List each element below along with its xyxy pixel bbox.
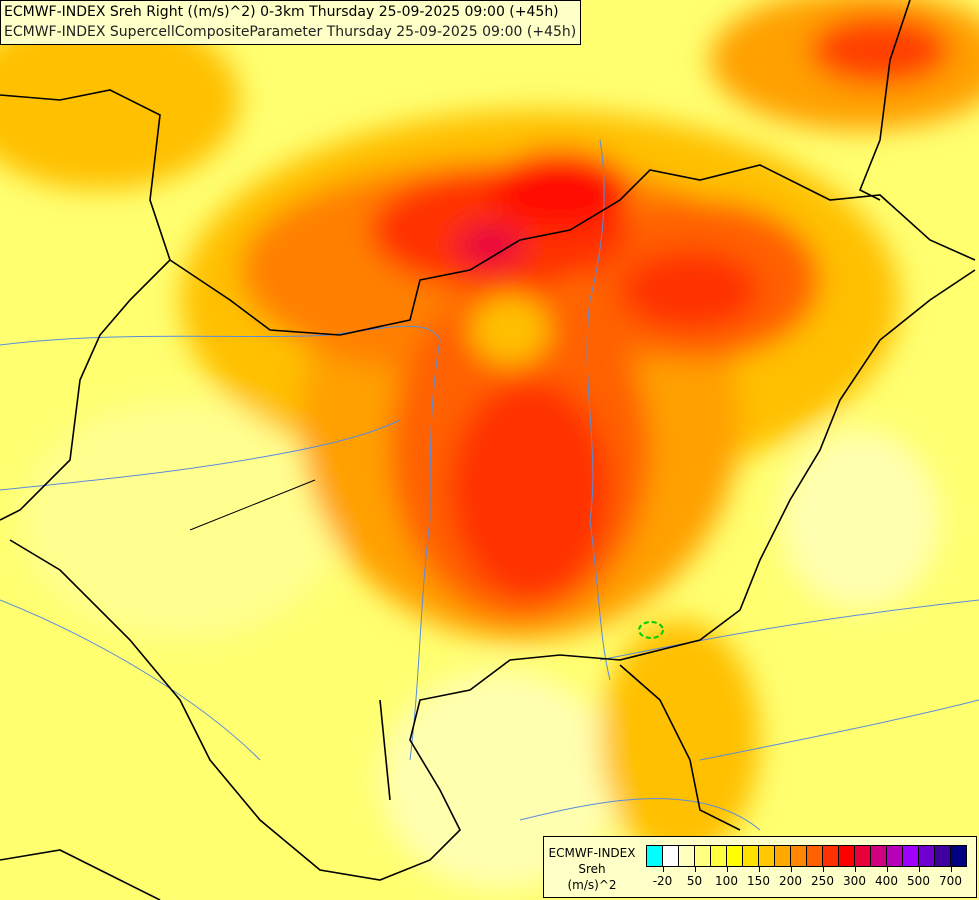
legend-swatch xyxy=(823,846,839,866)
legend-swatch xyxy=(935,846,951,866)
title-line-sreh: ECMWF-INDEX Sreh Right ((m/s)^2) 0-3km T… xyxy=(4,4,559,20)
legend-tick-label: -20 xyxy=(652,874,673,888)
legend-swatch xyxy=(743,846,759,866)
legend-swatch xyxy=(759,846,775,866)
legend-swatch xyxy=(679,846,695,866)
legend-tick-label: 300 xyxy=(843,874,866,888)
legend-swatch xyxy=(839,846,855,866)
map-title: ECMWF-INDEX Sreh Right ((m/s)^2) 0-3km T… xyxy=(0,0,582,45)
legend-swatch xyxy=(791,846,807,866)
legend-swatch xyxy=(727,846,743,866)
legend-tick-label: 150 xyxy=(747,874,770,888)
legend-swatch xyxy=(887,846,903,866)
rivers xyxy=(0,139,979,831)
legend-tick-label: 250 xyxy=(811,874,834,888)
legend-tick xyxy=(918,867,920,872)
legend-tick xyxy=(950,867,952,872)
legend-title: ECMWF-INDEX Sreh (m/s)^2 xyxy=(546,845,638,893)
legend-swatch xyxy=(663,846,679,866)
legend-variable: Sreh xyxy=(578,862,606,876)
legend-model: ECMWF-INDEX xyxy=(548,846,636,860)
legend-swatch xyxy=(871,846,887,866)
legend-swatch xyxy=(951,846,966,866)
legend-swatch xyxy=(647,846,663,866)
legend-tick xyxy=(886,867,888,872)
legend-swatch xyxy=(807,846,823,866)
legend-tick xyxy=(726,867,728,872)
legend-tick-label: 200 xyxy=(779,874,802,888)
legend-tick xyxy=(662,867,664,872)
scp-contour xyxy=(638,621,664,639)
legend-tick-label: 700 xyxy=(939,874,962,888)
legend-swatch xyxy=(855,846,871,866)
legend-tick xyxy=(790,867,792,872)
legend-tick-label: 50 xyxy=(686,874,703,888)
legend-swatches xyxy=(646,845,967,867)
title-line-scp: ECMWF-INDEX SupercellCompositeParameter … xyxy=(4,24,577,40)
legend-swatch xyxy=(775,846,791,866)
legend-tick xyxy=(854,867,856,872)
legend-swatch xyxy=(695,846,711,866)
legend-unit: (m/s)^2 xyxy=(567,878,617,892)
legend-tick xyxy=(758,867,760,872)
legend-tick-label: 400 xyxy=(875,874,898,888)
legend-swatch xyxy=(711,846,727,866)
legend-tick-label: 500 xyxy=(907,874,930,888)
legend-tick xyxy=(822,867,824,872)
legend-tick-label: 100 xyxy=(715,874,738,888)
lake-outline xyxy=(189,479,316,531)
color-legend: ECMWF-INDEX Sreh (m/s)^2 -20 50 100 150 200 2… xyxy=(543,836,977,898)
legend-swatch xyxy=(919,846,935,866)
legend-tick xyxy=(694,867,696,872)
legend-swatch xyxy=(903,846,919,866)
